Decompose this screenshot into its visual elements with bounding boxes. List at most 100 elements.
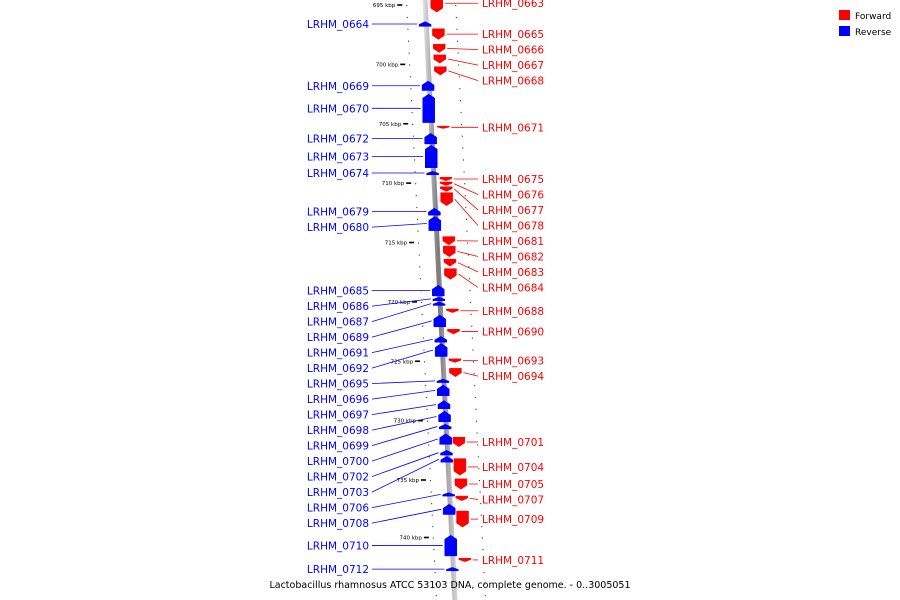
gene-label-LRHM_0668[interactable]: LRHM_0668: [482, 76, 544, 88]
gene-label-LRHM_0663[interactable]: LRHM_0663: [482, 0, 544, 10]
gene-label-LRHM_0697[interactable]: LRHM_0697: [307, 410, 369, 422]
gene-label-LRHM_0692[interactable]: LRHM_0692: [307, 363, 369, 375]
gene-label-LRHM_0703[interactable]: LRHM_0703: [307, 487, 369, 499]
gene-label-LRHM_0681[interactable]: LRHM_0681: [482, 236, 544, 248]
gene-arrow-LRHM_0672[interactable]: [424, 132, 437, 145]
gene-label-LRHM_0671[interactable]: LRHM_0671: [482, 122, 544, 134]
gene-arrow-LRHM_0712[interactable]: [446, 567, 459, 572]
gene-arrow-LRHM_0699[interactable]: [438, 423, 452, 430]
gene-label-LRHM_0696[interactable]: LRHM_0696: [307, 394, 369, 406]
gene-arrow-LRHM_0675[interactable]: [439, 176, 453, 182]
gene-arrow-LRHM_0687[interactable]: [432, 301, 446, 306]
gene-label-LRHM_0670[interactable]: LRHM_0670: [307, 103, 369, 115]
gene-arrow-LRHM_0678[interactable]: [440, 192, 453, 206]
gene-label-LRHM_0690[interactable]: LRHM_0690: [482, 327, 544, 339]
gene-arrow-LRHM_0679[interactable]: [428, 207, 441, 216]
gene-arrow-LRHM_0695[interactable]: [436, 378, 450, 383]
gene-arrow-LRHM_0702[interactable]: [440, 450, 453, 456]
gene-arrow-LRHM_0688[interactable]: [446, 308, 459, 313]
gene-label-LRHM_0689[interactable]: LRHM_0689: [307, 332, 369, 344]
gene-label-LRHM_0701[interactable]: LRHM_0701: [482, 437, 544, 449]
gene-arrow-LRHM_0676[interactable]: [439, 181, 453, 186]
gene-label-LRHM_0669[interactable]: LRHM_0669: [307, 81, 369, 93]
gene-label-LRHM_0682[interactable]: LRHM_0682: [482, 251, 544, 263]
gene-arrow-LRHM_0700[interactable]: [439, 433, 452, 445]
gene-arrow-LRHM_0683[interactable]: [443, 258, 457, 267]
gene-arrow-LRHM_0685[interactable]: [432, 284, 445, 297]
gene-label-LRHM_0677[interactable]: LRHM_0677: [482, 205, 544, 217]
gene-label-LRHM_0688[interactable]: LRHM_0688: [482, 306, 544, 318]
gene-label-LRHM_0675[interactable]: LRHM_0675: [482, 174, 544, 186]
gene-arrow-LRHM_0711[interactable]: [458, 557, 472, 562]
gene-label-LRHM_0665[interactable]: LRHM_0665: [482, 29, 544, 41]
gene-arrow-LRHM_0686[interactable]: [432, 296, 446, 301]
gene-label-LRHM_0706[interactable]: LRHM_0706: [307, 503, 369, 515]
gene-arrow-LRHM_0696[interactable]: [437, 384, 450, 396]
gene-arrow-LRHM_0707[interactable]: [455, 495, 469, 501]
gene-arrow-LRHM_0667[interactable]: [433, 54, 446, 64]
gene-label-LRHM_0666[interactable]: LRHM_0666: [482, 45, 544, 57]
gene-label-LRHM_0680[interactable]: LRHM_0680: [307, 222, 369, 234]
gene-arrow-LRHM_0698[interactable]: [438, 410, 451, 423]
gene-label-LRHM_0705[interactable]: LRHM_0705: [482, 479, 544, 491]
gene-arrow-LRHM_0689[interactable]: [433, 314, 446, 328]
gene-label-LRHM_0687[interactable]: LRHM_0687: [307, 317, 369, 329]
gene-arrow-LRHM_0671[interactable]: [437, 125, 450, 129]
gene-label-LRHM_0683[interactable]: LRHM_0683: [482, 267, 544, 279]
gene-label-LRHM_0691[interactable]: LRHM_0691: [307, 348, 369, 360]
gene-arrow-LRHM_0668[interactable]: [434, 66, 447, 76]
gene-label-LRHM_0702[interactable]: LRHM_0702: [307, 472, 369, 484]
gene-arrow-LRHM_0664[interactable]: [418, 21, 432, 27]
gene-arrow-LRHM_0703[interactable]: [440, 455, 454, 463]
gene-label-LRHM_0667[interactable]: LRHM_0667: [482, 60, 544, 72]
gene-label-LRHM_0672[interactable]: LRHM_0672: [307, 134, 369, 146]
gene-arrow-LRHM_0669[interactable]: [421, 80, 435, 91]
gene-arrow-LRHM_0701[interactable]: [452, 437, 466, 448]
gene-label-LRHM_0693[interactable]: LRHM_0693: [482, 356, 544, 368]
gene-arrow-LRHM_0663[interactable]: [430, 0, 443, 13]
gene-label-LRHM_0709[interactable]: LRHM_0709: [482, 514, 544, 526]
gene-arrow-LRHM_0670[interactable]: [422, 93, 435, 123]
gene-arrow-LRHM_0677[interactable]: [440, 186, 453, 192]
gene-arrow-LRHM_0692[interactable]: [434, 343, 448, 357]
gene-arrow-LRHM_0682[interactable]: [443, 245, 456, 258]
gene-label-LRHM_0678[interactable]: LRHM_0678: [482, 220, 544, 232]
gene-label-LRHM_0699[interactable]: LRHM_0699: [307, 441, 369, 453]
gene-label-LRHM_0700[interactable]: LRHM_0700: [307, 456, 369, 468]
gene-label-LRHM_0674[interactable]: LRHM_0674: [307, 168, 369, 180]
gene-arrow-LRHM_0704[interactable]: [453, 458, 467, 476]
gene-label-LRHM_0694[interactable]: LRHM_0694: [482, 371, 544, 383]
gene-arrow-LRHM_0693[interactable]: [448, 358, 462, 363]
gene-arrow-LRHM_0710[interactable]: [444, 534, 458, 557]
gene-arrow-LRHM_0708[interactable]: [442, 503, 456, 515]
gene-arrow-LRHM_0666[interactable]: [432, 43, 446, 53]
gene-arrow-LRHM_0706[interactable]: [442, 492, 455, 497]
gene-arrow-LRHM_0673[interactable]: [425, 144, 438, 168]
gene-arrow-LRHM_0684[interactable]: [444, 268, 457, 280]
gene-label-LRHM_0704[interactable]: LRHM_0704: [482, 462, 544, 474]
gene-label-LRHM_0679[interactable]: LRHM_0679: [307, 207, 369, 219]
gene-arrow-LRHM_0691[interactable]: [434, 336, 448, 343]
gene-label-LRHM_0708[interactable]: LRHM_0708: [307, 518, 369, 530]
gene-label-LRHM_0712[interactable]: LRHM_0712: [307, 564, 369, 576]
gene-label-LRHM_0698[interactable]: LRHM_0698: [307, 425, 369, 437]
gene-label-LRHM_0711[interactable]: LRHM_0711: [482, 555, 544, 567]
gene-label-LRHM_0695[interactable]: LRHM_0695: [307, 379, 369, 391]
gene-label-LRHM_0710[interactable]: LRHM_0710: [307, 541, 369, 553]
gene-arrow-LRHM_0690[interactable]: [447, 328, 460, 335]
gene-label-LRHM_0664[interactable]: LRHM_0664: [307, 19, 369, 31]
gene-label-LRHM_0707[interactable]: LRHM_0707: [482, 495, 544, 507]
gene-arrow-LRHM_0697[interactable]: [437, 400, 451, 409]
gene-label-LRHM_0684[interactable]: LRHM_0684: [482, 282, 544, 294]
gene-arrow-LRHM_0705[interactable]: [454, 478, 468, 490]
gene-arrow-LRHM_0674[interactable]: [426, 170, 439, 176]
gene-arrow-LRHM_0709[interactable]: [456, 510, 469, 528]
gene-label-LRHM_0676[interactable]: LRHM_0676: [482, 189, 544, 201]
gene-arrow-LRHM_0694[interactable]: [449, 368, 462, 377]
gene-arrow-LRHM_0681[interactable]: [442, 236, 456, 246]
gene-label-LRHM_0685[interactable]: LRHM_0685: [307, 286, 369, 298]
gene-arrow-LRHM_0680[interactable]: [428, 216, 442, 231]
gene-label-LRHM_0673[interactable]: LRHM_0673: [307, 151, 369, 163]
gene-arrow-LRHM_0665[interactable]: [432, 28, 445, 40]
gene-label-LRHM_0686[interactable]: LRHM_0686: [307, 301, 369, 313]
